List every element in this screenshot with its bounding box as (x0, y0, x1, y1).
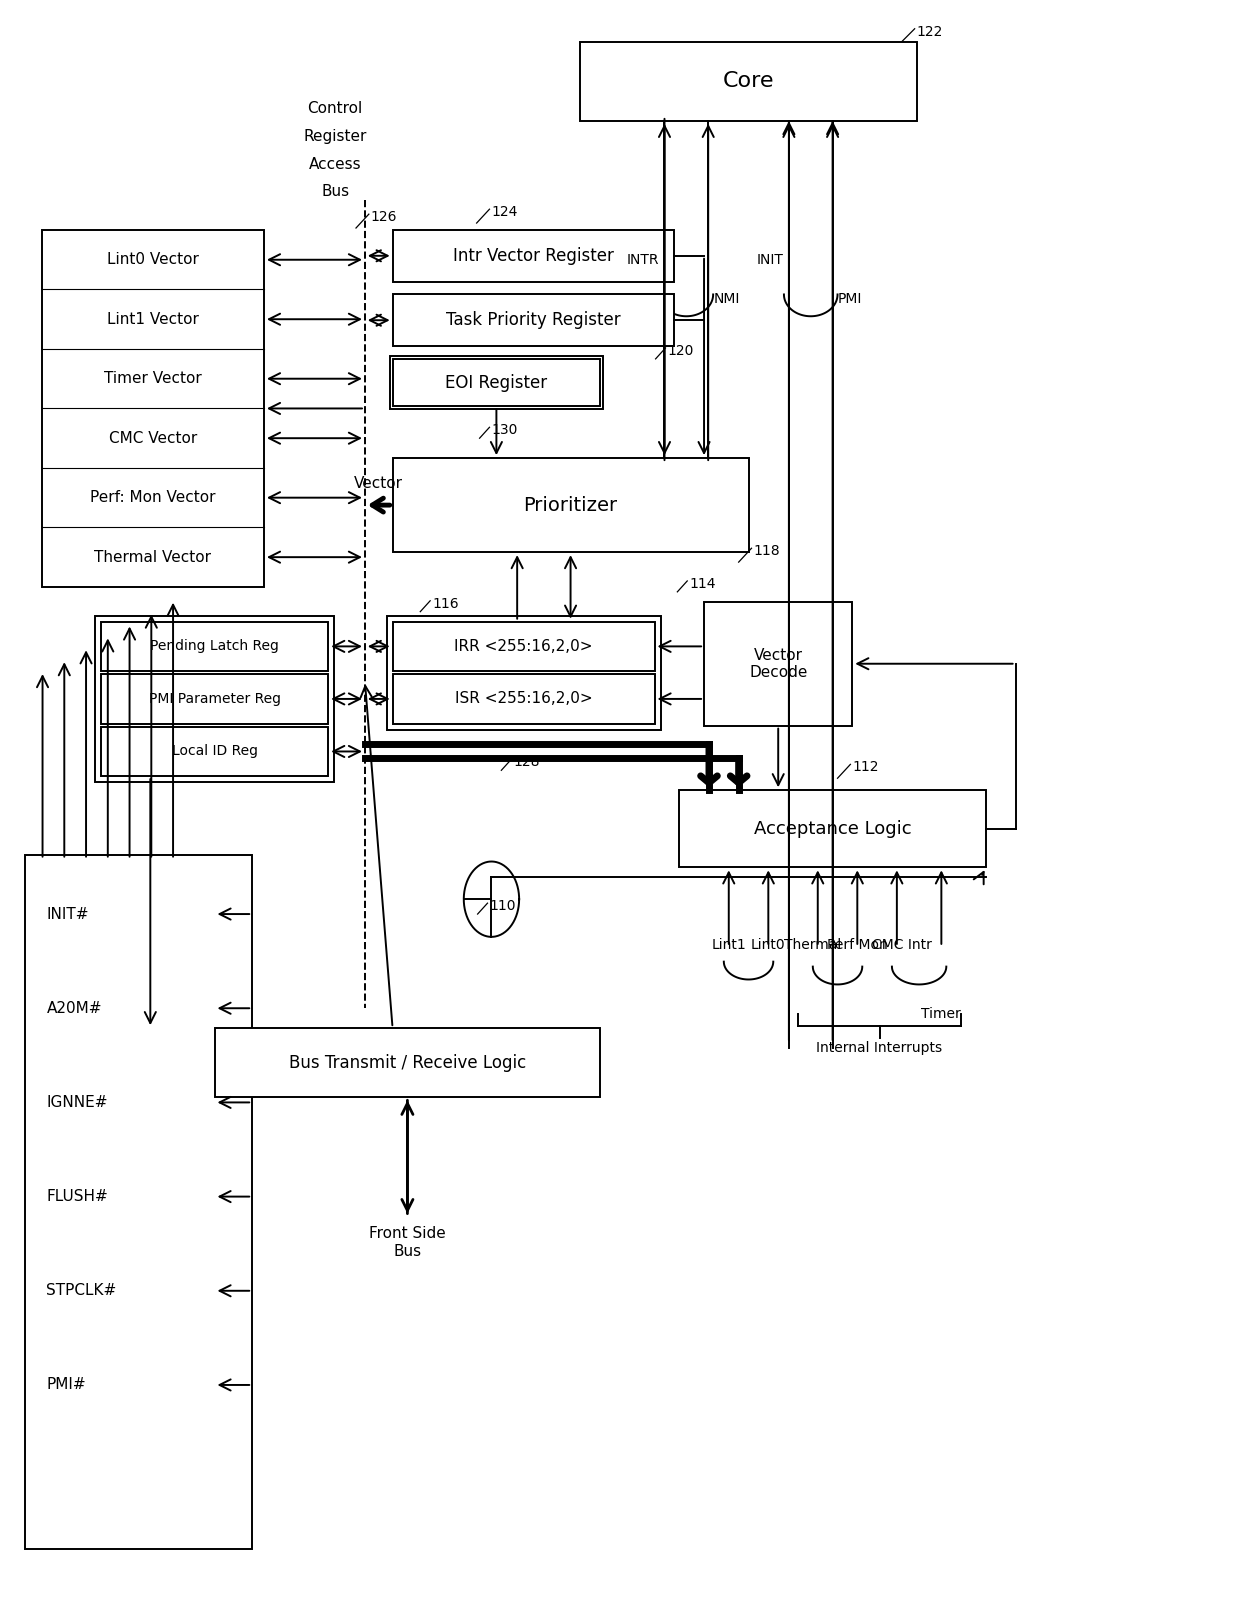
Text: INIT: INIT (758, 253, 784, 267)
Bar (95, 615, 335, 783)
Text: Bus: Bus (321, 184, 350, 200)
Text: INIT#: INIT# (46, 907, 89, 921)
Text: Lint1 Vector: Lint1 Vector (107, 313, 198, 327)
Text: Pending Latch Reg: Pending Latch Reg (150, 640, 279, 654)
Bar (393, 295, 675, 346)
Bar (580, 42, 916, 121)
Bar (393, 359, 600, 406)
Text: Internal Interrupts: Internal Interrupts (816, 1041, 942, 1055)
Text: IRR <255:16,2,0>: IRR <255:16,2,0> (454, 640, 593, 654)
Text: Timer Vector: Timer Vector (104, 371, 202, 387)
Text: Prioritizer: Prioritizer (523, 496, 618, 514)
Text: 120: 120 (667, 345, 694, 358)
Bar (704, 603, 852, 725)
Text: Register: Register (304, 129, 367, 143)
Text: Front Side
Bus: Front Side Bus (370, 1226, 446, 1258)
Text: 118: 118 (754, 545, 780, 559)
Bar (389, 356, 603, 409)
Text: Perf: Mon Vector: Perf: Mon Vector (91, 490, 216, 506)
Text: 128: 128 (513, 756, 539, 770)
Text: PMI: PMI (837, 293, 862, 306)
Text: Access: Access (309, 156, 362, 172)
Text: 112: 112 (852, 760, 879, 775)
Bar (215, 1028, 600, 1097)
Text: 114: 114 (689, 577, 715, 591)
Bar (387, 615, 661, 730)
Bar (100, 622, 329, 672)
Text: 122: 122 (916, 24, 942, 39)
Text: CMC Intr: CMC Intr (872, 938, 931, 952)
Text: INTR: INTR (627, 253, 660, 267)
Text: IGNNE#: IGNNE# (46, 1095, 108, 1110)
Text: Vector
Decode: Vector Decode (749, 648, 807, 680)
Text: PMI#: PMI# (46, 1377, 86, 1392)
Text: A20M#: A20M# (46, 1000, 102, 1017)
Text: Thermal: Thermal (784, 938, 842, 952)
Text: Lint0: Lint0 (751, 938, 786, 952)
Text: Bus Transmit / Receive Logic: Bus Transmit / Receive Logic (289, 1054, 526, 1071)
Text: Intr Vector Register: Intr Vector Register (453, 246, 614, 264)
Text: EOI Register: EOI Register (445, 374, 548, 391)
Bar (100, 673, 329, 723)
Bar (393, 673, 655, 723)
Text: Perf Mon: Perf Mon (827, 938, 888, 952)
Text: STPCLK#: STPCLK# (46, 1284, 117, 1298)
Text: Local ID Reg: Local ID Reg (171, 744, 258, 759)
Text: Lint0 Vector: Lint0 Vector (107, 253, 198, 267)
Text: Acceptance Logic: Acceptance Logic (754, 820, 911, 838)
Text: CMC Vector: CMC Vector (109, 430, 197, 446)
Text: Core: Core (723, 71, 774, 92)
Bar (680, 789, 986, 867)
Text: Lint1: Lint1 (712, 938, 746, 952)
Bar (393, 622, 655, 672)
Bar (100, 727, 329, 777)
Text: Timer: Timer (921, 1007, 961, 1021)
Text: Task Priority Register: Task Priority Register (446, 311, 621, 329)
Bar (393, 458, 749, 553)
Text: Vector: Vector (355, 477, 403, 491)
Text: 130: 130 (491, 424, 518, 437)
Text: ISR <255:16,2,0>: ISR <255:16,2,0> (455, 691, 593, 707)
Text: PMI Parameter Reg: PMI Parameter Reg (149, 693, 280, 706)
Bar (393, 230, 675, 282)
Text: NMI: NMI (713, 293, 739, 306)
Text: Control: Control (308, 101, 363, 116)
Bar (42, 230, 264, 586)
Text: 110: 110 (490, 899, 516, 913)
Text: 116: 116 (432, 596, 459, 611)
Text: FLUSH#: FLUSH# (46, 1189, 108, 1203)
Bar (25, 854, 252, 1548)
Text: Thermal Vector: Thermal Vector (94, 549, 211, 565)
Text: 124: 124 (491, 205, 518, 219)
Text: 126: 126 (371, 209, 397, 224)
